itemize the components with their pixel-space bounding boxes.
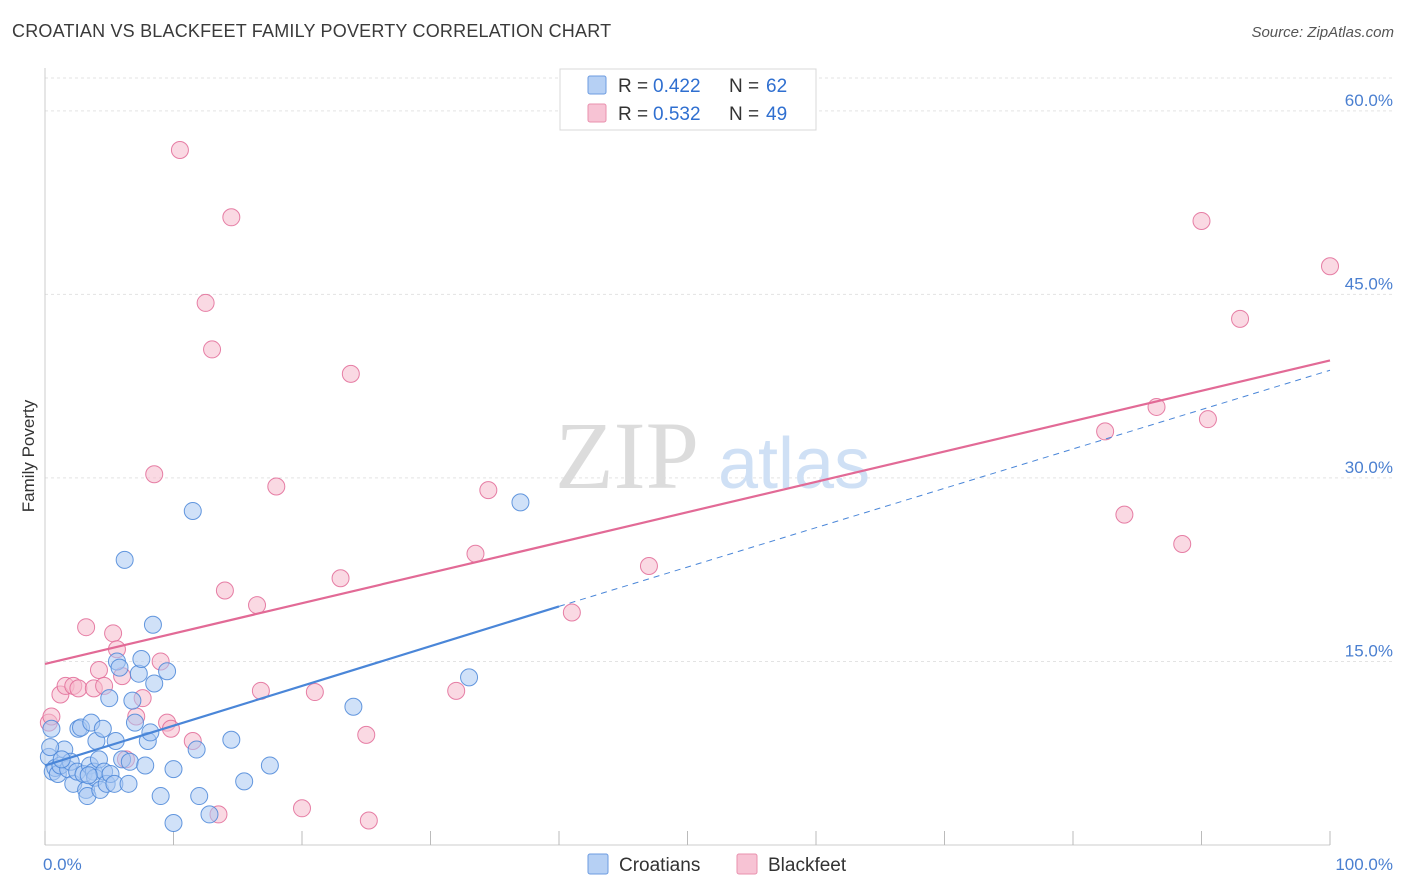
croatian-point-37 bbox=[129, 664, 148, 683]
blackfeet-point-10 bbox=[104, 624, 123, 643]
legend-r-label-croatians: R = bbox=[618, 76, 648, 97]
blackfeet-point-31 bbox=[305, 683, 324, 702]
croatian-point-45 bbox=[158, 662, 177, 681]
bottom-legend-swatch-blackfeet bbox=[736, 853, 758, 875]
croatian-point-53 bbox=[235, 772, 254, 791]
legend-n-value-blackfeet: 49 bbox=[766, 104, 787, 125]
croatian-point-56 bbox=[460, 668, 479, 687]
blackfeet-point-16 bbox=[145, 465, 164, 484]
croatian-point-38 bbox=[132, 650, 151, 669]
croatian-point-61 bbox=[79, 766, 98, 785]
legend-r-value-croatians: 0.422 bbox=[653, 76, 701, 97]
blackfeet-point-25 bbox=[215, 581, 234, 600]
chart-title: CROATIAN VS BLACKFEET FAMILY POVERTY COR… bbox=[12, 21, 612, 41]
blackfeet-point-20 bbox=[170, 140, 189, 159]
tick-labels: 15.0% 30.0% 45.0% 60.0% 0.0% 100.0% bbox=[43, 91, 1393, 874]
croatian-point-23 bbox=[93, 719, 112, 738]
croatian-point-34 bbox=[119, 774, 138, 793]
croatian-point-55 bbox=[344, 697, 363, 716]
croatian-point-51 bbox=[200, 805, 219, 824]
blackfeet-point-35 bbox=[359, 811, 378, 830]
croatian-point-60 bbox=[123, 691, 142, 710]
croatian-point-33 bbox=[115, 550, 134, 569]
blackfeet-point-30 bbox=[293, 799, 311, 818]
croatian-point-31 bbox=[110, 658, 129, 677]
blackfeet-point-46 bbox=[1198, 410, 1217, 429]
watermark-atlas: atlas bbox=[718, 424, 870, 504]
croatian-point-43 bbox=[145, 674, 164, 693]
bottom-legend-swatch-croatians bbox=[587, 853, 609, 875]
y-tick-label-45: 45.0% bbox=[1345, 274, 1393, 293]
croatian-point-44 bbox=[151, 787, 170, 806]
croatian-point-47 bbox=[164, 813, 183, 832]
legend-r-value-blackfeet: 0.532 bbox=[653, 104, 701, 125]
blackfeet-point-5 bbox=[69, 679, 88, 698]
croatian-point-26 bbox=[100, 689, 119, 708]
blackfeet-point-42 bbox=[1115, 505, 1134, 524]
blackfeet-point-39 bbox=[562, 603, 581, 622]
blackfeet-point-32 bbox=[331, 569, 350, 588]
y-tick-label-60: 60.0% bbox=[1345, 91, 1393, 110]
legend-r-label-blackfeet: R = bbox=[618, 104, 648, 125]
blackfeet-point-38 bbox=[479, 481, 498, 500]
y-tick-label-30: 30.0% bbox=[1345, 458, 1393, 477]
croatian-point-49 bbox=[187, 740, 206, 759]
legend-swatch-croatians bbox=[587, 75, 607, 95]
blackfeet-point-48 bbox=[1321, 257, 1339, 276]
croatian-point-54 bbox=[260, 756, 279, 775]
blackfeet-point-33 bbox=[341, 364, 360, 383]
blackfeet-point-40 bbox=[639, 557, 658, 576]
y-axis-label: Family Poverty bbox=[19, 399, 38, 512]
blackfeet-point-45 bbox=[1192, 211, 1211, 230]
blackfeet-point-47 bbox=[1231, 309, 1250, 328]
blackfeet-point-34 bbox=[357, 725, 376, 744]
source-label: Source: ZipAtlas.com bbox=[1251, 24, 1394, 41]
blackfeet-point-22 bbox=[196, 293, 215, 312]
blackfeet-point-26 bbox=[222, 208, 241, 227]
blackfeet-point-36 bbox=[447, 681, 466, 700]
legend-n-label-croatians: N = bbox=[729, 76, 759, 97]
croatian-trend-line bbox=[44, 605, 560, 767]
croatian-point-46 bbox=[164, 760, 183, 779]
watermark-zip: ZIP bbox=[555, 402, 699, 509]
croatian-point-50 bbox=[190, 787, 209, 806]
bottom-legend: Croatians Blackfeet bbox=[587, 853, 847, 876]
blackfeet-point-29 bbox=[267, 477, 286, 496]
blackfeet-point-27 bbox=[248, 596, 267, 615]
croatian-point-58 bbox=[41, 738, 60, 757]
blackfeet-point-23 bbox=[203, 340, 222, 359]
blackfeet-point-6 bbox=[77, 618, 96, 637]
y-tick-label-15: 15.0% bbox=[1345, 641, 1393, 660]
legend-swatch-blackfeet bbox=[587, 103, 607, 123]
croatian-point-36 bbox=[125, 713, 144, 732]
croatian-point-42 bbox=[143, 615, 162, 634]
legend-n-value-croatians: 62 bbox=[766, 76, 787, 97]
croatian-point-39 bbox=[136, 756, 155, 775]
croatian-trend-extension bbox=[558, 369, 1331, 607]
blackfeet-point-44 bbox=[1173, 534, 1192, 553]
croatian-point-52 bbox=[222, 730, 241, 749]
x-tick-label-0: 0.0% bbox=[43, 855, 82, 874]
legend-box: R = 0.422 N = 62 R = 0.532 N = 49 bbox=[559, 68, 817, 131]
croatian-points bbox=[39, 493, 530, 832]
croatian-point-57 bbox=[511, 493, 530, 512]
blackfeet-trend-line bbox=[44, 359, 1331, 665]
legend-n-label-blackfeet: N = bbox=[729, 104, 759, 125]
croatian-point-48 bbox=[183, 501, 202, 520]
croatian-point-0 bbox=[42, 719, 61, 738]
bottom-legend-blackfeet: Blackfeet bbox=[768, 855, 847, 876]
gridlines bbox=[45, 77, 1393, 662]
x-tick-label-100: 100.0% bbox=[1335, 855, 1393, 874]
croatian-point-35 bbox=[120, 752, 139, 771]
blackfeet-point-41 bbox=[1096, 422, 1115, 441]
trend-lines bbox=[44, 359, 1331, 767]
bottom-legend-croatians: Croatians bbox=[619, 855, 700, 876]
blackfeet-point-8 bbox=[89, 661, 108, 680]
